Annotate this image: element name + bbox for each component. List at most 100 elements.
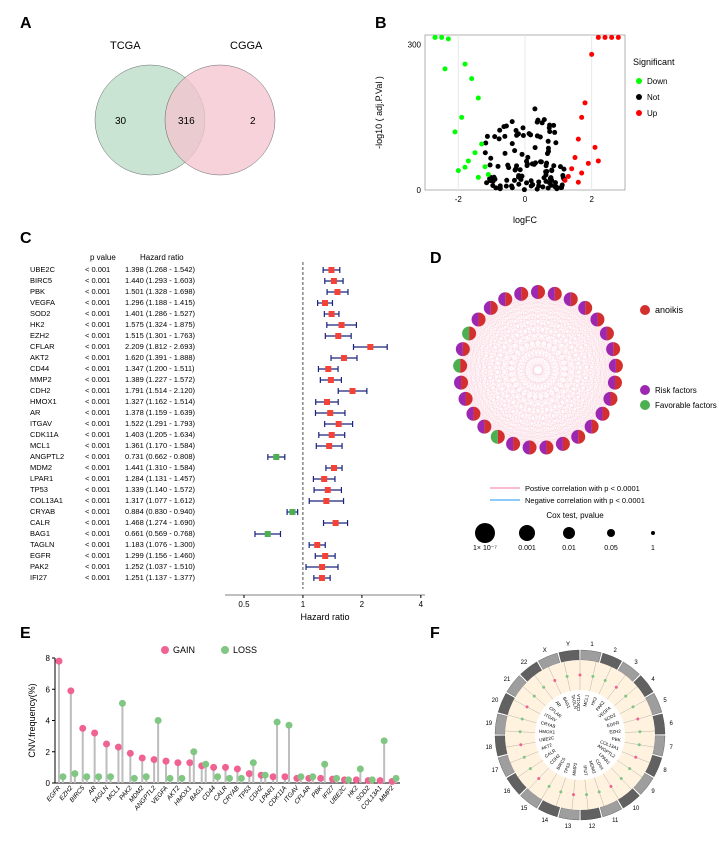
svg-text:EZH2: EZH2 xyxy=(609,729,621,735)
svg-text:< 0.001: < 0.001 xyxy=(85,507,110,516)
svg-text:< 0.001: < 0.001 xyxy=(85,331,110,340)
svg-text:MCL1: MCL1 xyxy=(30,441,50,450)
svg-text:1: 1 xyxy=(590,642,594,648)
svg-text:12: 12 xyxy=(589,824,596,830)
svg-text:< 0.001: < 0.001 xyxy=(85,463,110,472)
svg-text:1.378 (1.159 - 1.639): 1.378 (1.159 - 1.639) xyxy=(125,408,196,417)
svg-text:PAK2: PAK2 xyxy=(30,562,49,571)
svg-text:1.440 (1.293 - 1.603): 1.440 (1.293 - 1.603) xyxy=(125,276,196,285)
svg-text:TP53: TP53 xyxy=(30,485,48,494)
svg-text:300: 300 xyxy=(408,41,422,50)
svg-text:9: 9 xyxy=(651,789,655,795)
svg-text:< 0.001: < 0.001 xyxy=(85,419,110,428)
svg-text:1.339 (1.140 - 1.572): 1.339 (1.140 - 1.572) xyxy=(125,485,196,494)
svg-text:2.209 (1.812 - 2.693): 2.209 (1.812 - 2.693) xyxy=(125,342,196,351)
svg-text:0.5: 0.5 xyxy=(238,600,250,609)
svg-text:CFLAR: CFLAR xyxy=(30,342,55,351)
svg-text:16: 16 xyxy=(504,789,511,795)
figure-container: A TCGA CGGA 30 316 2 B -202logFC-log10 (… xyxy=(10,10,709,836)
svg-text:< 0.001: < 0.001 xyxy=(85,287,110,296)
svg-text:4: 4 xyxy=(46,717,51,726)
svg-text:13: 13 xyxy=(565,824,572,830)
svg-text:VEGFA: VEGFA xyxy=(30,298,55,307)
svg-text:BIRC5: BIRC5 xyxy=(30,276,52,285)
svg-text:5: 5 xyxy=(663,698,667,704)
svg-text:0.05: 0.05 xyxy=(604,545,618,552)
svg-text:6: 6 xyxy=(670,721,674,727)
svg-text:1.327 (1.162 - 1.514): 1.327 (1.162 - 1.514) xyxy=(125,397,196,406)
svg-text:22: 22 xyxy=(521,660,528,666)
svg-text:20: 20 xyxy=(492,698,499,704)
svg-text:3: 3 xyxy=(634,660,638,666)
svg-text:< 0.001: < 0.001 xyxy=(85,309,110,318)
svg-text:MDM2: MDM2 xyxy=(30,463,52,472)
svg-text:Negative correlation with p <: Negative correlation with p < 0.0001 xyxy=(525,496,645,505)
panel-a-label: A xyxy=(20,15,32,33)
svg-text:1.501 (1.328 - 1.698): 1.501 (1.328 - 1.698) xyxy=(125,287,196,296)
svg-text:Down: Down xyxy=(647,77,667,86)
svg-text:2: 2 xyxy=(46,748,51,757)
svg-text:TP53: TP53 xyxy=(563,762,571,774)
svg-text:Up: Up xyxy=(647,109,658,118)
svg-text:1.403 (1.205 - 1.634): 1.403 (1.205 - 1.634) xyxy=(125,430,196,439)
svg-text:0.661 (0.569 - 0.768): 0.661 (0.569 - 0.768) xyxy=(125,529,196,538)
svg-text:0.001: 0.001 xyxy=(518,545,536,552)
svg-text:Risk factors: Risk factors xyxy=(655,386,697,395)
svg-text:1: 1 xyxy=(301,600,306,609)
svg-text:14: 14 xyxy=(541,818,548,824)
network-svg: anoikisRisk factorsFavorable factorsPost… xyxy=(430,270,719,610)
svg-text:IFI27: IFI27 xyxy=(30,573,47,582)
svg-text:< 0.001: < 0.001 xyxy=(85,474,110,483)
svg-text:1.183 (1.076 - 1.300): 1.183 (1.076 - 1.300) xyxy=(125,540,196,549)
svg-text:-2: -2 xyxy=(455,195,463,204)
circos-svg: 12345678910111213141516171819202122XYCDK… xyxy=(450,635,710,835)
svg-text:UBE2C: UBE2C xyxy=(30,265,56,274)
svg-text:< 0.001: < 0.001 xyxy=(85,397,110,406)
svg-text:EGFR: EGFR xyxy=(30,551,51,560)
svg-text:0.01: 0.01 xyxy=(562,545,576,552)
svg-text:8: 8 xyxy=(663,768,667,774)
svg-text:1.522 (1.291 - 1.793): 1.522 (1.291 - 1.793) xyxy=(125,419,196,428)
svg-text:1.284 (1.131 - 1.457): 1.284 (1.131 - 1.457) xyxy=(125,474,196,483)
svg-text:1× 10⁻⁷: 1× 10⁻⁷ xyxy=(473,545,497,552)
svg-text:< 0.001: < 0.001 xyxy=(85,386,110,395)
svg-text:4: 4 xyxy=(651,677,655,683)
panel-f-circos: 12345678910111213141516171819202122XYCDK… xyxy=(450,635,710,835)
svg-text:PBK: PBK xyxy=(30,287,45,296)
svg-text:1.398 (1.268 - 1.542): 1.398 (1.268 - 1.542) xyxy=(125,265,196,274)
svg-text:SOD2: SOD2 xyxy=(30,309,50,318)
svg-text:EGFR: EGFR xyxy=(606,720,620,728)
svg-text:ITGAV: ITGAV xyxy=(30,419,52,428)
svg-text:-log10 ( adj.P.Val ): -log10 ( adj.P.Val ) xyxy=(374,76,384,149)
svg-text:Cox test, pvalue: Cox test, pvalue xyxy=(546,511,604,520)
svg-text:Hazard ratio: Hazard ratio xyxy=(300,612,349,620)
svg-text:1.299 (1.156 - 1.460): 1.299 (1.156 - 1.460) xyxy=(125,551,196,560)
svg-text:1.252 (1.037 - 1.510): 1.252 (1.037 - 1.510) xyxy=(125,562,196,571)
svg-text:CRYAB: CRYAB xyxy=(30,507,55,516)
svg-text:MMP2: MMP2 xyxy=(30,375,52,384)
svg-text:MCL1: MCL1 xyxy=(582,694,590,707)
svg-text:< 0.001: < 0.001 xyxy=(85,342,110,351)
svg-text:19: 19 xyxy=(485,721,492,727)
svg-text:MMP2: MMP2 xyxy=(572,762,578,776)
svg-text:8: 8 xyxy=(46,654,51,663)
svg-text:Postive correlation with p <: Postive correlation with p < 0.0001 xyxy=(525,484,640,493)
svg-text:< 0.001: < 0.001 xyxy=(85,540,110,549)
svg-text:HK2: HK2 xyxy=(30,320,45,329)
svg-text:0: 0 xyxy=(417,186,422,195)
forest-svg: p valueHazard ratioUBE2C< 0.0011.398 (1.… xyxy=(30,250,430,620)
svg-text:< 0.001: < 0.001 xyxy=(85,441,110,450)
svg-text:0: 0 xyxy=(523,195,528,204)
svg-text:< 0.001: < 0.001 xyxy=(85,496,110,505)
svg-text:HMOX1: HMOX1 xyxy=(539,729,556,735)
panel-f-label: F xyxy=(430,625,440,643)
svg-text:< 0.001: < 0.001 xyxy=(85,518,110,527)
svg-text:< 0.001: < 0.001 xyxy=(85,485,110,494)
svg-text:< 0.001: < 0.001 xyxy=(85,276,110,285)
svg-text:1.389 (1.227 - 1.572): 1.389 (1.227 - 1.572) xyxy=(125,375,196,384)
svg-text:0.731 (0.662 - 0.808): 0.731 (0.662 - 0.808) xyxy=(125,452,196,461)
svg-text:ANGPTL2: ANGPTL2 xyxy=(30,452,64,461)
svg-text:AR: AR xyxy=(30,408,41,417)
svg-text:Significant: Significant xyxy=(633,57,675,67)
panel-b-volcano: -202logFC-log10 ( adj.P.Val )0300Signifi… xyxy=(370,25,719,225)
